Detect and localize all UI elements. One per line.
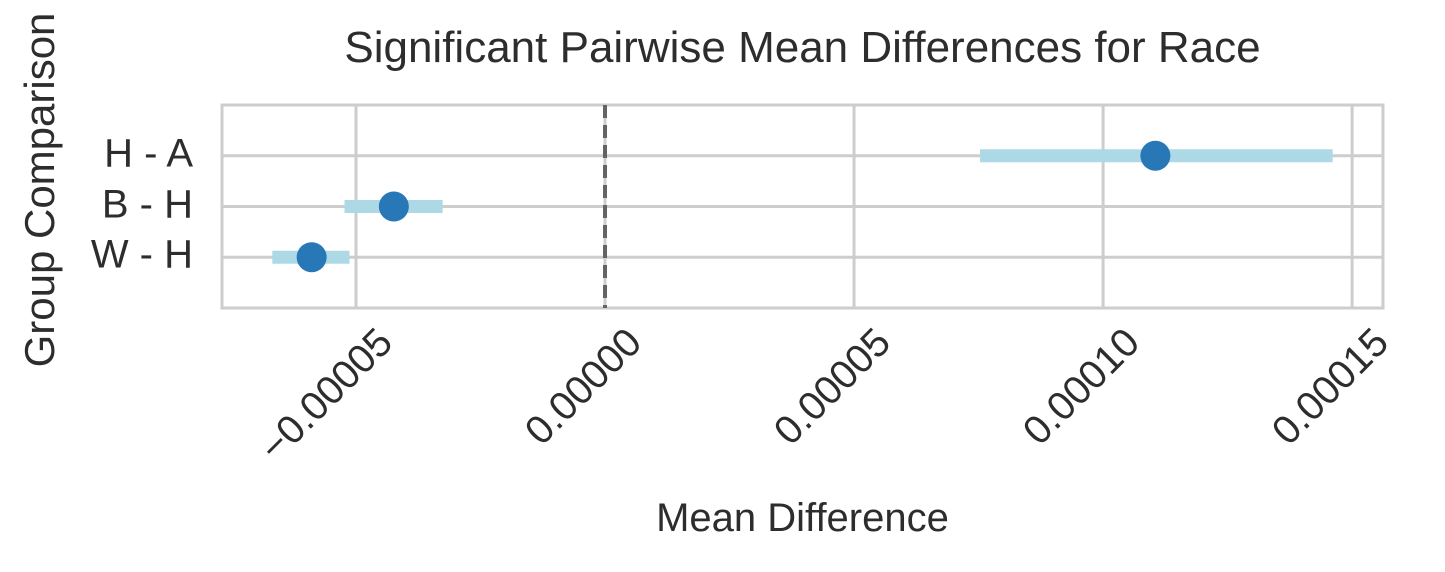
y-tick-label: B - H: [101, 182, 193, 227]
y-tick-label: H - A: [104, 131, 193, 176]
y-tick-label: W - H: [90, 232, 193, 277]
mean-dot: [378, 191, 409, 222]
x-axis-label: Mean Difference: [656, 496, 949, 540]
mean-dot: [296, 242, 327, 273]
mean-dot: [1140, 140, 1171, 171]
plot-border: [220, 103, 1385, 310]
chart-title: Significant Pairwise Mean Differences fo…: [344, 23, 1261, 72]
